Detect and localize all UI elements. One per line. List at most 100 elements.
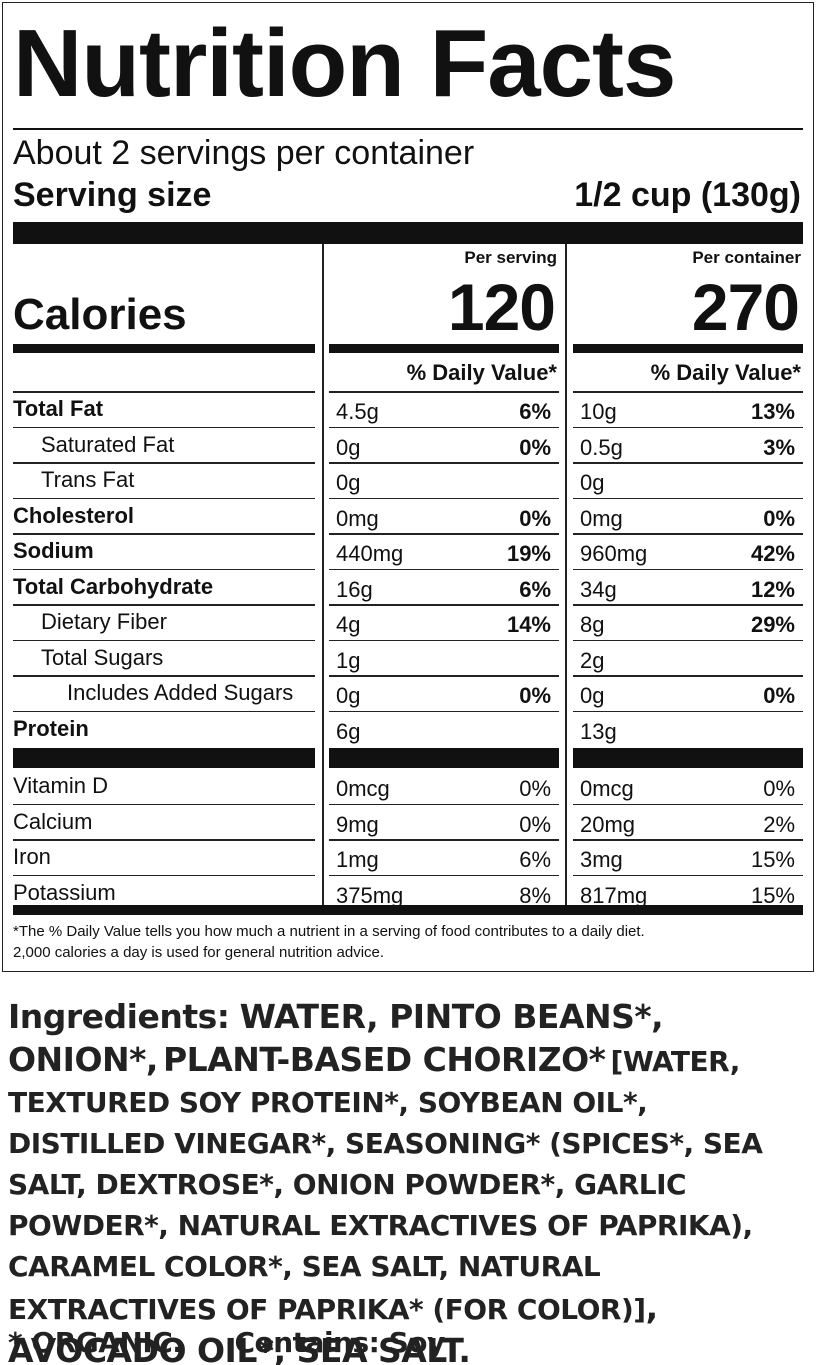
vitamin-label: Calcium [13, 808, 93, 834]
calories-per-serving: 120 [447, 270, 556, 344]
container-amount: 2g [580, 647, 605, 673]
vitamin-label: Iron [13, 844, 51, 869]
footnote: *The % Daily Value tells you how much a … [13, 923, 645, 940]
row-rule [573, 462, 803, 464]
container-percent: 13% [750, 399, 795, 424]
serving-percent: 6% [519, 576, 551, 602]
row-rule [13, 533, 315, 535]
container-amount: 817mg [580, 882, 648, 908]
serving-amount: 0g [336, 470, 361, 495]
row-rule [329, 675, 559, 677]
nutrient-label: Dietary Fiber [41, 609, 167, 634]
row-rule [13, 803, 315, 805]
allergen-line: * ORGANIC. Contains: Soy [8, 1326, 445, 1359]
row-rule [329, 604, 559, 606]
row-rule [13, 710, 315, 712]
column-divider [565, 244, 567, 911]
container-amount: 20mg [580, 811, 636, 837]
ingredients-statement: Ingredients: WATER, PINTO BEANS*, ONION*… [8, 998, 808, 1365]
vitamin-label: Potassium [13, 879, 116, 905]
daily-value-header-serving: % Daily Value* [406, 360, 557, 385]
container-percent: 15% [750, 847, 795, 872]
daily-value-header-container: % Daily Value* [650, 360, 801, 385]
serving-amount: 0mcg [336, 776, 390, 801]
container-amount: 0mg [580, 505, 623, 531]
contains-note: Contains: Soy [234, 1326, 445, 1359]
row-rule [13, 391, 315, 393]
row-rule [329, 639, 559, 641]
serving-percent: 8% [519, 882, 551, 908]
nutrient-label: Sodium [13, 538, 94, 563]
container-percent: 29% [750, 612, 795, 637]
row-rule [329, 710, 559, 712]
row-rule [13, 675, 315, 677]
heavy-rule [13, 222, 803, 244]
row-rule [329, 462, 559, 464]
row-rule [329, 391, 559, 393]
container-amount: 0g [580, 683, 605, 708]
serving-percent: 6% [519, 847, 551, 872]
row-rule [573, 391, 803, 393]
row-rule [13, 426, 315, 428]
serving-percent: 0% [519, 505, 551, 531]
servings-per-container: About 2 servings per container [13, 134, 475, 172]
nutrient-label: Total Carbohydrate [13, 573, 214, 599]
serving-amount: 16g [336, 576, 373, 602]
serving-percent: 0% [519, 683, 551, 708]
row-rule [329, 426, 559, 428]
nutrient-label: Total Sugars [41, 644, 164, 670]
organic-note: * ORGANIC. [8, 1326, 183, 1359]
per-serving-header: Per serving [464, 248, 557, 267]
container-amount: 8g [580, 612, 605, 637]
row-rule [13, 568, 315, 570]
nutrient-label: Protein [13, 715, 89, 741]
container-amount: 0.5g [580, 434, 623, 460]
serving-amount: 0g [336, 683, 361, 708]
serving-percent: 0% [519, 776, 551, 801]
nutrient-label: Saturated Fat [41, 431, 175, 457]
row-rule [573, 497, 803, 499]
row-rule [329, 533, 559, 535]
container-percent: 0% [763, 505, 795, 531]
container-percent: 42% [750, 541, 795, 566]
serving-percent: 0% [519, 811, 551, 837]
container-percent: 15% [750, 882, 795, 908]
container-percent: 3% [763, 434, 795, 460]
row-rule [329, 874, 559, 876]
column-divider [322, 244, 324, 911]
row-rule [573, 568, 803, 570]
serving-amount: 0g [336, 434, 361, 460]
serving-amount: 0mg [336, 505, 379, 531]
container-percent: 0% [763, 776, 795, 801]
row-rule [573, 639, 803, 641]
row-rule [13, 604, 315, 606]
container-amount: 0mcg [580, 776, 634, 801]
row-rule [13, 874, 315, 876]
row-rule [13, 839, 315, 841]
calories-label: Calories [13, 290, 187, 339]
row-rule [329, 497, 559, 499]
container-amount: 13g [580, 718, 617, 744]
row-rule [573, 675, 803, 677]
medium-rule [573, 344, 803, 353]
row-rule [329, 803, 559, 805]
nutrient-label: Includes Added Sugars [67, 680, 294, 705]
nutrient-label: Cholesterol [13, 502, 135, 528]
serving-amount: 4g [336, 612, 361, 637]
row-rule [573, 710, 803, 712]
serving-percent: 14% [506, 612, 551, 637]
serving-amount: 9mg [336, 811, 379, 837]
footnote: 2,000 calories a day is used for general… [13, 944, 385, 961]
row-rule [573, 803, 803, 805]
serving-amount: 375mg [336, 882, 404, 908]
vitamin-label: Vitamin D [13, 773, 108, 798]
container-percent: 0% [763, 683, 795, 708]
heavy-rule [13, 905, 803, 915]
row-rule [13, 497, 315, 499]
heavy-rule [329, 748, 559, 768]
nutrient-label: Total Fat [13, 396, 104, 421]
serving-amount: 1mg [336, 847, 379, 872]
serving-percent: 6% [519, 399, 551, 424]
row-rule [573, 839, 803, 841]
serving-amount: 4.5g [336, 399, 379, 424]
